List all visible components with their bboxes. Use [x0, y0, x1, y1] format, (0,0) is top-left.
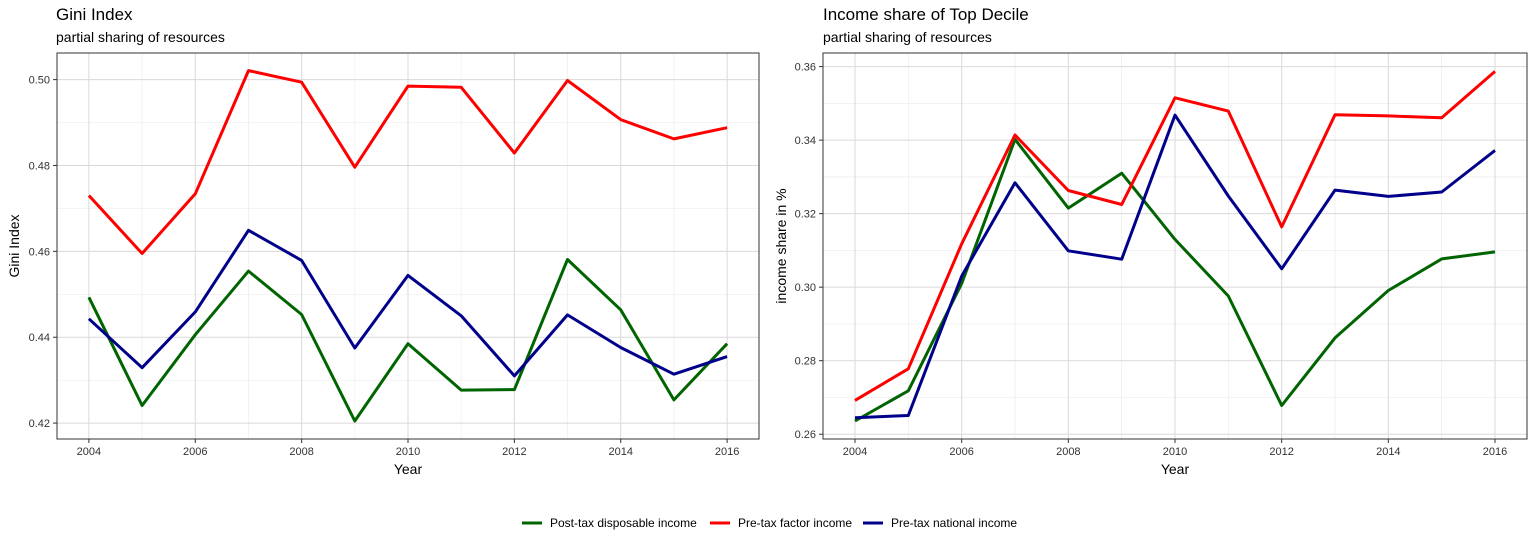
- x-tick-label: 2004: [843, 446, 867, 458]
- x-tick-label: 2012: [502, 446, 526, 458]
- x-axis-ticks: 2004 2006 2008 2010 2012 2014 2016: [77, 439, 739, 458]
- y-tick-label: 0.50: [29, 75, 50, 87]
- y-axis-ticks: 0.42 0.44 0.46 0.48 0.50: [29, 75, 57, 430]
- legend-item: Pre-tax factor income: [710, 516, 852, 530]
- legend-label: Post-tax disposable income: [550, 516, 697, 530]
- chart-panel-gini-index: Gini Index partial sharing of resources …: [6, 5, 760, 477]
- chart-title: Income share of Top Decile: [823, 5, 1029, 24]
- series-lines: [854, 70, 1496, 423]
- y-tick-label: 0.42: [29, 418, 50, 430]
- y-axis-ticks: 0.26 0.28 0.30 0.32 0.34 0.36: [795, 62, 823, 441]
- x-tick-label: 2004: [77, 446, 101, 458]
- x-tick-label: 2008: [289, 446, 313, 458]
- series-line-pre-tax-national-income: [854, 113, 1496, 420]
- series-line-post-tax-disposable-income: [854, 137, 1496, 423]
- series-line-pre-tax-national-income: [87, 228, 728, 378]
- grid: [823, 53, 1527, 439]
- x-axis-title: Year: [394, 461, 423, 477]
- y-tick-label: 0.32: [795, 209, 816, 221]
- y-tick-label: 0.26: [795, 429, 816, 441]
- series-line-pre-tax-factor-income: [854, 70, 1496, 402]
- x-tick-label: 2010: [396, 446, 420, 458]
- y-tick-label: 0.30: [795, 282, 816, 294]
- x-tick-label: 2014: [608, 446, 632, 458]
- chart-subtitle: partial sharing of resources: [823, 29, 992, 45]
- legend-item: Post-tax disposable income: [522, 516, 697, 530]
- y-axis-title: Gini Index: [6, 214, 22, 277]
- legend-item: Pre-tax national income: [863, 516, 1017, 530]
- y-tick-label: 0.28: [795, 356, 816, 368]
- chart-title: Gini Index: [56, 5, 133, 24]
- x-tick-label: 2016: [715, 446, 739, 458]
- y-tick-label: 0.48: [29, 160, 50, 172]
- x-tick-label: 2008: [1056, 446, 1080, 458]
- series-line-post-tax-disposable-income: [87, 258, 729, 423]
- x-tick-label: 2006: [183, 446, 207, 458]
- chart-subtitle: partial sharing of resources: [56, 29, 225, 45]
- y-tick-label: 0.44: [29, 332, 50, 344]
- y-tick-label: 0.34: [795, 135, 816, 147]
- x-tick-label: 2014: [1376, 446, 1400, 458]
- grid: [57, 53, 759, 439]
- x-tick-label: 2016: [1483, 446, 1507, 458]
- legend-label: Pre-tax national income: [891, 516, 1017, 530]
- y-tick-label: 0.46: [29, 246, 50, 258]
- x-tick-label: 2010: [1163, 446, 1187, 458]
- x-axis-title: Year: [1161, 461, 1190, 477]
- series-line-pre-tax-factor-income: [87, 69, 728, 255]
- x-tick-label: 2012: [1269, 446, 1293, 458]
- legend: Post-tax disposable income Pre-tax facto…: [522, 516, 1017, 530]
- x-axis-ticks: 2004 2006 2008 2010 2012 2014 2016: [843, 439, 1507, 458]
- y-axis-title: income share in %: [773, 188, 789, 303]
- x-tick-label: 2006: [949, 446, 973, 458]
- y-tick-label: 0.36: [795, 62, 816, 74]
- legend-label: Pre-tax factor income: [738, 516, 852, 530]
- chart-panel-income-share-top-decile: Income share of Top Decile partial shari…: [773, 5, 1528, 477]
- series-lines: [87, 69, 729, 423]
